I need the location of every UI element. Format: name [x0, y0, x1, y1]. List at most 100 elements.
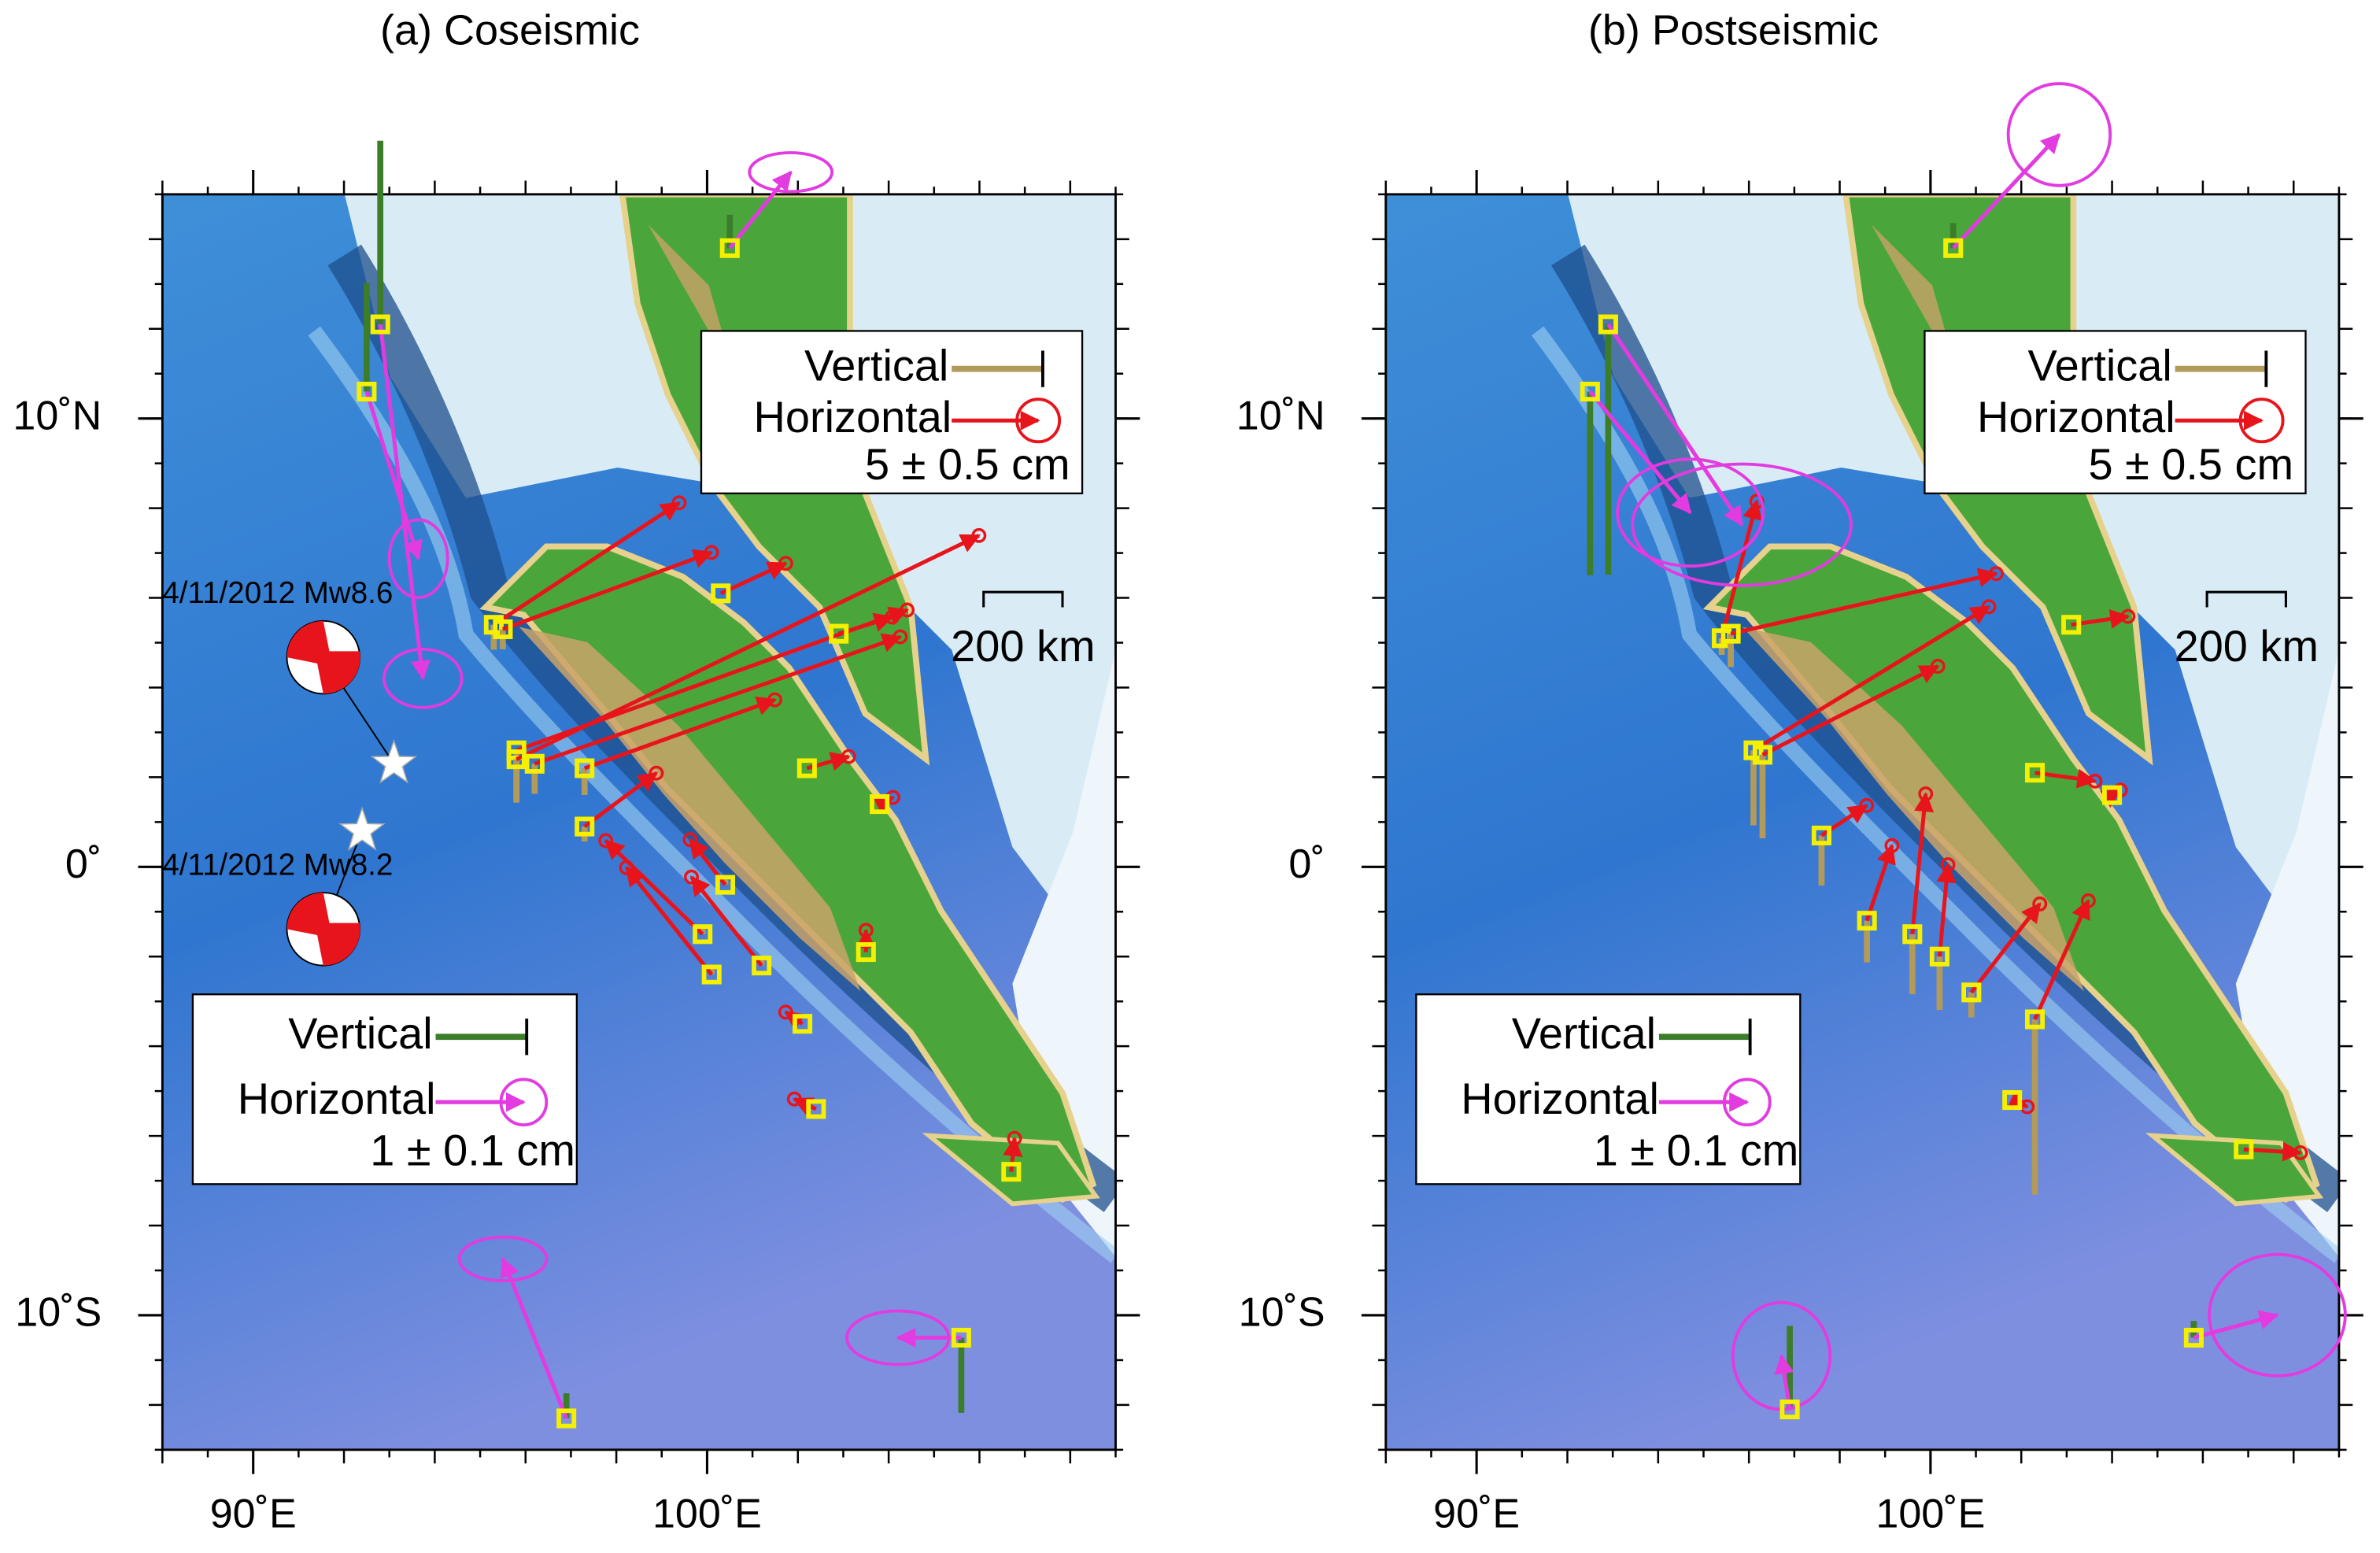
- error-circle: [1007, 1130, 1022, 1146]
- error-ellipse: [382, 647, 464, 709]
- horizontal-arrow: [1910, 792, 1935, 935]
- error-circle: [2032, 896, 2048, 911]
- x-tick-label: 100˚E: [652, 1491, 762, 1536]
- legend-scale: 1 ± 0.1 cm: [370, 1126, 575, 1175]
- error-circle: [1918, 786, 1934, 802]
- station: [1811, 825, 1831, 845]
- error-circle: [971, 527, 987, 543]
- error-circle: [858, 923, 874, 938]
- error-circle: [786, 1091, 802, 1107]
- station: [856, 942, 876, 963]
- y-tick-label: 0˚: [65, 841, 102, 887]
- station: [870, 794, 890, 815]
- horizontal-arrow: [719, 561, 788, 596]
- horizontal-arrow: [1730, 568, 1998, 636]
- station: [2061, 615, 2082, 635]
- error-circle: [1988, 566, 2004, 582]
- station: [1598, 314, 1618, 335]
- horizontal-arrow: [1969, 902, 2042, 994]
- error-circle: [893, 629, 908, 645]
- error-ellipse: [387, 518, 449, 599]
- error-circle: [2293, 1144, 2308, 1160]
- error-circle: [671, 495, 687, 511]
- horizontal-arrow: [689, 875, 763, 967]
- error-circle: [1981, 599, 1997, 615]
- horizontal-arrow: [1720, 499, 1762, 639]
- horizontal-arrow: [625, 866, 714, 976]
- horizontal-arrow: [534, 633, 903, 766]
- station: [1779, 1400, 1800, 1420]
- station: [575, 758, 595, 778]
- station: [1752, 745, 1773, 765]
- station: [2024, 763, 2046, 783]
- station: [2024, 1009, 2046, 1030]
- scale-label: 200 km: [951, 621, 1095, 671]
- station: [829, 623, 849, 644]
- scale-bar: [2205, 590, 2287, 608]
- station: [1857, 911, 1877, 931]
- station: [524, 753, 545, 774]
- legend-box: [191, 993, 578, 1185]
- station: [1720, 623, 1741, 644]
- station: [793, 1014, 813, 1034]
- horizontal-arrow: [2193, 1310, 2279, 1340]
- legend-scale: 5 ± 0.5 cm: [865, 439, 1070, 489]
- error-circle: [1940, 857, 1956, 873]
- legend-scale: 5 ± 0.5 cm: [2088, 439, 2293, 489]
- legend-circle: [499, 1078, 549, 1127]
- legend-circle: [1722, 1078, 1772, 1127]
- station: [693, 924, 713, 945]
- station: [1929, 946, 1949, 967]
- station: [556, 1408, 577, 1429]
- horizontal-arrow: [500, 1257, 568, 1419]
- error-circle: [704, 545, 719, 560]
- horizontal-arrow: [1588, 390, 1692, 515]
- horizontal-arrow: [1864, 843, 1896, 922]
- horizontal-arrow: [1606, 323, 1744, 527]
- horizontal-arrow: [1951, 133, 2061, 250]
- legend-scale: 1 ± 0.1 cm: [1594, 1126, 1799, 1175]
- y-tick-label: 10˚N: [13, 393, 102, 438]
- legend-label: Vertical: [2027, 340, 2171, 390]
- station: [370, 314, 390, 335]
- error-circle: [649, 765, 664, 781]
- horizontal-arrow: [728, 170, 793, 250]
- legend-label: Horizontal: [754, 392, 952, 442]
- legend-label: Vertical: [804, 340, 948, 390]
- error-circle: [1859, 797, 1875, 813]
- error-circle: [598, 833, 614, 849]
- y-tick-label: 10˚N: [1236, 393, 1325, 438]
- station: [701, 964, 722, 985]
- horizontal-arrow: [793, 1096, 817, 1116]
- station: [715, 874, 736, 895]
- y-tick-label: 10˚S: [15, 1290, 102, 1336]
- station: [951, 1327, 971, 1348]
- map-panel: 90˚E 100˚E 10˚N 0˚ 10˚S 4/11/2012 Mw8.6 4/11/2…: [13, 140, 1140, 1536]
- station: [796, 758, 817, 778]
- legend-box: [1415, 993, 1802, 1185]
- station: [575, 816, 595, 837]
- error-ellipse: [457, 1235, 549, 1283]
- horizontal-arrow: [2033, 899, 2090, 1021]
- station: [2102, 785, 2123, 805]
- beachball-fill: [286, 620, 360, 694]
- horizontal-arrow: [583, 696, 777, 771]
- error-circle: [1884, 838, 1900, 853]
- error-ellipse: [1631, 462, 1853, 587]
- x-tick-label: 90˚E: [210, 1491, 297, 1536]
- station: [493, 619, 513, 639]
- y-tick-label: 10˚S: [1239, 1290, 1325, 1336]
- station: [1902, 924, 1923, 945]
- station: [506, 749, 527, 770]
- event-label: 4/11/2012 Mw8.2: [162, 848, 393, 882]
- station: [752, 956, 772, 976]
- error-circle: [619, 860, 634, 875]
- epicenter-star: [370, 739, 418, 784]
- x-tick-label: 90˚E: [1433, 1491, 1520, 1536]
- beachball-fill: [286, 893, 360, 966]
- station: [719, 238, 740, 258]
- error-ellipse: [2208, 1252, 2347, 1377]
